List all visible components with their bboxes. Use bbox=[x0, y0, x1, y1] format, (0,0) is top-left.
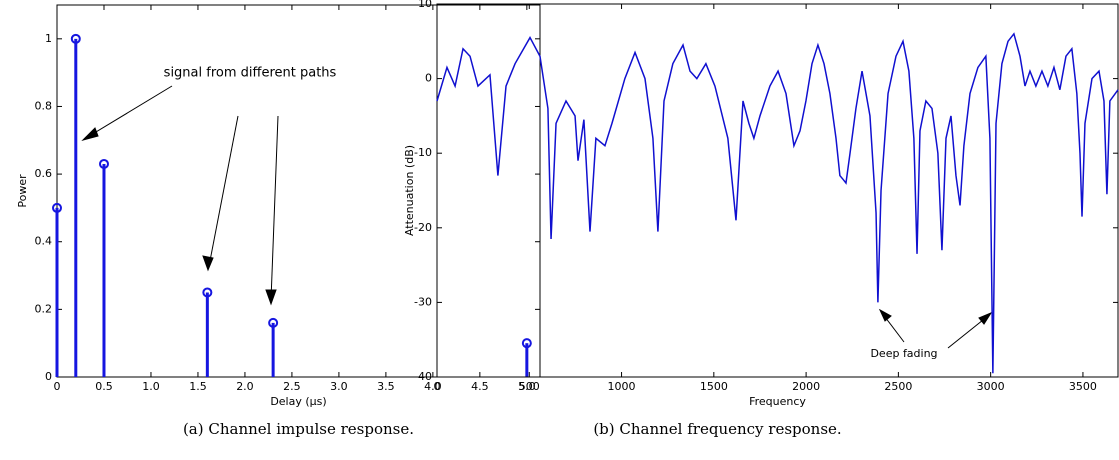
y-tick-label: -30 bbox=[414, 295, 432, 308]
response-line bbox=[436, 32, 1119, 374]
x-tick-label: 3.5 bbox=[377, 380, 395, 393]
caption: (b) Channel frequency response. bbox=[593, 420, 841, 438]
x-tick-label: 2.5 bbox=[283, 380, 301, 393]
x-tick-label: 1000 bbox=[608, 380, 636, 393]
x-tick-label: 500 bbox=[519, 380, 540, 393]
stem-marker bbox=[202, 287, 213, 298]
arrow-head bbox=[878, 308, 892, 322]
annotation-arrows bbox=[81, 85, 993, 349]
annotation: signal from different paths bbox=[164, 66, 337, 81]
y-tick-label: -10 bbox=[414, 146, 432, 159]
x-tick-label: 1500 bbox=[700, 380, 728, 393]
y-tick-label: -20 bbox=[414, 221, 432, 234]
x-tick-label: 2.0 bbox=[236, 380, 254, 393]
arrow bbox=[208, 115, 239, 267]
plot-frame bbox=[436, 3, 1119, 378]
stem-marker bbox=[52, 202, 62, 213]
plot-frame bbox=[56, 4, 541, 378]
x-tick-label: 2000 bbox=[792, 380, 820, 393]
x-tick-label: 3500 bbox=[1069, 380, 1097, 393]
y-tick-label: 1 bbox=[45, 32, 52, 45]
stem-marker bbox=[70, 33, 81, 44]
y-tick-label: 10 bbox=[418, 0, 432, 10]
arrow bbox=[85, 85, 173, 139]
y-tick-label: 0.8 bbox=[35, 99, 53, 112]
x-tick-label: 2500 bbox=[884, 380, 912, 393]
x-tick-label: 5.0 bbox=[518, 380, 536, 393]
arrow-head bbox=[978, 311, 993, 325]
y-tick-label: 0.2 bbox=[35, 302, 53, 315]
x-tick-label: 0 bbox=[434, 380, 441, 393]
stem-marker bbox=[521, 338, 532, 349]
y-tick-label: 0.6 bbox=[35, 167, 53, 180]
x-tick-label: 3000 bbox=[977, 380, 1005, 393]
x-axis-label: Delay (µs) bbox=[270, 395, 326, 408]
arrow-head bbox=[81, 127, 99, 141]
arrow-head bbox=[202, 255, 214, 272]
y-tick-label: 0 bbox=[45, 370, 52, 383]
x-tick-label: 1.5 bbox=[189, 380, 207, 393]
x-axis-label: Frequency bbox=[749, 395, 806, 408]
stem-marker bbox=[98, 158, 109, 169]
y-tick-label: 0 bbox=[425, 72, 432, 85]
annotation: Deep fading bbox=[870, 347, 937, 360]
x-tick-label: 1.0 bbox=[142, 380, 160, 393]
x-tick-label: 4.5 bbox=[471, 380, 489, 393]
arrow-head bbox=[265, 289, 277, 306]
y-axis-label: Power bbox=[16, 174, 29, 208]
y-axis-label: Attenuation (dB) bbox=[403, 145, 416, 236]
caption: (a) Channel impulse response. bbox=[183, 420, 414, 438]
arrow bbox=[270, 115, 279, 301]
y-tick-label: 0.4 bbox=[35, 235, 53, 248]
stem-marker bbox=[268, 317, 279, 328]
y-tick-label: -40 bbox=[414, 370, 432, 383]
x-tick-label: 3.0 bbox=[330, 380, 348, 393]
x-tick-label: 0 bbox=[54, 380, 61, 393]
x-tick-label: 0.5 bbox=[95, 380, 113, 393]
x-tick-label: 4.0 bbox=[424, 380, 442, 393]
